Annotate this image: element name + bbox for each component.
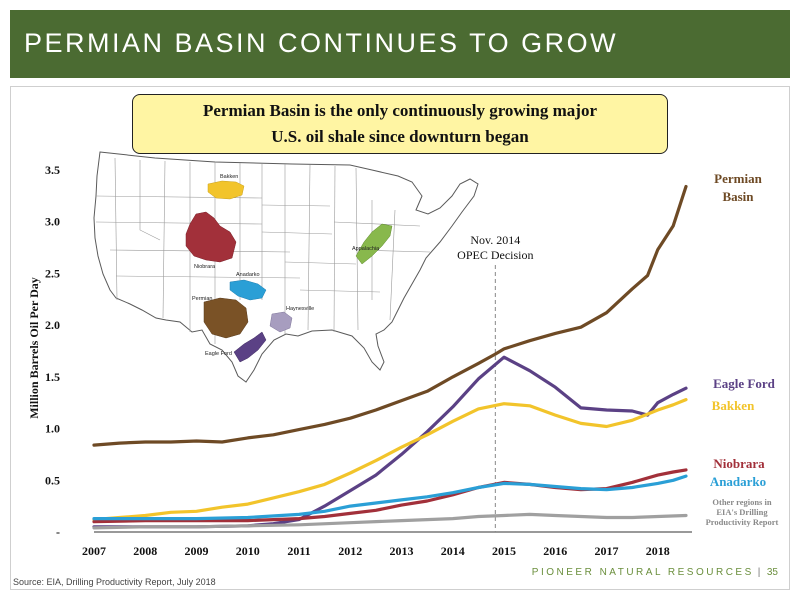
axes: - 0.5 1.0 1.5 2.0 2.5 3.0 3.5 2007 2008 2009 2010 20…	[45, 163, 692, 558]
eagle-ford-basin	[233, 331, 267, 363]
legend-label-other-regions-in-eia-s-drilling-productivity-report: EIA's Drilling	[716, 507, 768, 517]
footer-separator: |	[757, 567, 763, 578]
map-label-permian: Permian	[192, 296, 212, 302]
title-bar: PERMIAN BASIN CONTINUES TO GROW	[10, 10, 790, 78]
x-tick-label: 2017	[595, 544, 619, 558]
legend-label-permian-basin: Basin	[722, 189, 754, 204]
slide-title: PERMIAN BASIN CONTINUES TO GROW	[24, 28, 619, 58]
legend-label-eagle-ford: Eagle Ford	[713, 376, 776, 391]
brand-name: PIONEER NATURAL RESOURCES	[531, 567, 754, 578]
x-tick-label: 2010	[236, 544, 260, 558]
x-tick-label: 2015	[492, 544, 516, 558]
series-line-permian-basin	[92, 184, 688, 447]
series-line-eagle-ford	[92, 355, 688, 529]
y-tick-label: 3.0	[45, 215, 60, 229]
footer-brand: PIONEER NATURAL RESOURCES | 35	[532, 567, 778, 578]
x-tick-label: 2008	[133, 544, 157, 558]
legend-label-niobrara: Niobrara	[713, 456, 765, 471]
map-label-appalachia: Appalachia	[352, 246, 380, 252]
series-line-bakken	[92, 398, 688, 522]
us-shale-map: Bakken Niobrara Anadarko Permian Haynesv…	[93, 151, 479, 383]
x-tick-label: 2012	[338, 544, 362, 558]
x-tick-label: 2018	[646, 544, 670, 558]
us-outline	[93, 151, 479, 383]
map-label-eagle-ford: Eagle Ford	[205, 351, 232, 357]
legend-label-anadarko: Anadarko	[710, 474, 766, 489]
x-tick-label: 2011	[287, 544, 310, 558]
permian-basin	[203, 297, 249, 339]
map-label-niobrara: Niobrara	[194, 264, 216, 270]
y-tick-label: 2.0	[45, 318, 60, 332]
series-line-niobrara	[92, 468, 688, 524]
callout-box: Permian Basin is the only continuously g…	[132, 94, 668, 154]
x-tick-label: 2016	[543, 544, 567, 558]
y-tick-label: 0.5	[45, 473, 60, 487]
y-axis-title: Million Barrels Oil Per Day	[27, 277, 41, 419]
legend-label-other-regions-in-eia-s-drilling-productivity-report: Other regions in	[712, 497, 771, 507]
callout-line-2: U.S. oil shale since downturn began	[271, 127, 529, 146]
series-labels: Permian Basin Eagle Ford Bakken Niobrara Anad…	[706, 171, 779, 527]
map-label-bakken: Bakken	[220, 174, 238, 180]
y-tick-label: -	[56, 525, 60, 539]
niobrara-basin	[185, 211, 237, 263]
legend-label-permian-basin: Permian	[714, 171, 762, 186]
x-tick-label: 2013	[390, 544, 414, 558]
bakken-basin	[207, 180, 245, 200]
y-tick-label: 3.5	[45, 163, 60, 177]
callout-line-1: Permian Basin is the only continuously g…	[202, 101, 598, 120]
appalachia-basin	[355, 223, 393, 265]
y-tick-label: 1.0	[45, 422, 60, 436]
x-tick-label: 2014	[441, 544, 465, 558]
x-tick-label: 2009	[185, 544, 209, 558]
legend-label-bakken: Bakken	[712, 398, 755, 413]
page-number: 35	[766, 567, 778, 578]
haynesville-basin	[269, 311, 293, 333]
anadarko-basin	[229, 279, 267, 301]
annotation-line-2: OPEC Decision	[457, 248, 533, 262]
content-frame	[10, 86, 790, 590]
legend-label-other-regions-in-eia-s-drilling-productivity-report: Productivity Report	[706, 517, 779, 527]
annotation-line-1: Nov. 2014	[470, 233, 520, 247]
map-label-anadarko: Anadarko	[236, 272, 260, 278]
series-line-other-regions-in-eia-s-drilling-productivity-report	[92, 512, 688, 530]
map-label-haynesville: Haynesville	[286, 306, 314, 312]
source-note: Source: EIA, Drilling Productivity Repor…	[13, 577, 216, 587]
x-tick-label: 2007	[82, 544, 106, 558]
series-lines	[92, 184, 688, 530]
series-line-anadarko	[92, 474, 688, 521]
y-tick-label: 1.5	[45, 370, 60, 384]
y-tick-label: 2.5	[45, 266, 60, 280]
